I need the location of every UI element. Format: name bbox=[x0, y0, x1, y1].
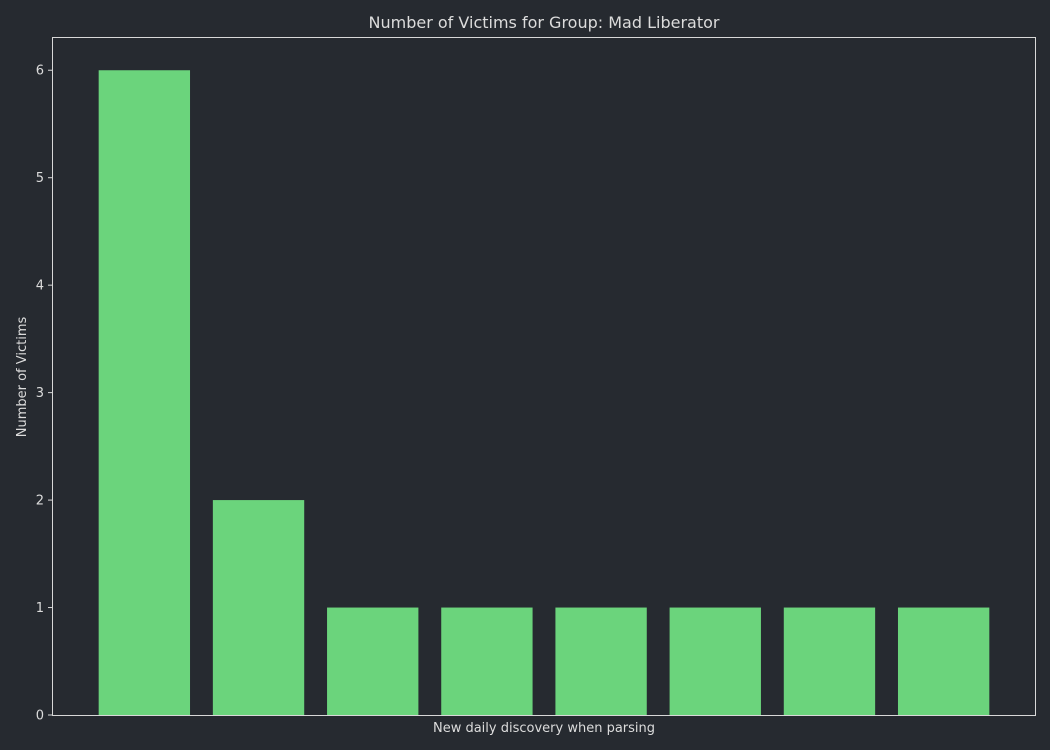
bar-1 bbox=[98, 70, 191, 716]
y-tick-label: 4 bbox=[36, 279, 44, 294]
y-tick-label: 3 bbox=[36, 386, 44, 401]
bars-layer bbox=[98, 70, 990, 716]
y-tick-label: 2 bbox=[36, 494, 44, 509]
y-axis-label: Number of Victims bbox=[15, 317, 30, 438]
bar-7 bbox=[783, 607, 876, 715]
y-tick-label: 5 bbox=[36, 171, 44, 186]
bar-6 bbox=[669, 607, 761, 715]
bar-5 bbox=[555, 607, 647, 715]
y-tick-label: 1 bbox=[36, 601, 44, 616]
bar-3 bbox=[327, 607, 419, 715]
bar-2 bbox=[212, 500, 305, 715]
y-tick-label: 0 bbox=[36, 709, 44, 724]
plot-frame bbox=[52, 37, 1036, 716]
y-tick-label: 6 bbox=[36, 64, 44, 79]
x-axis-label: New daily discovery when parsing bbox=[433, 721, 655, 736]
chart-title: Number of Victims for Group: Mad Liberat… bbox=[369, 13, 720, 32]
bar-8 bbox=[897, 607, 990, 715]
bar-4 bbox=[441, 607, 533, 715]
